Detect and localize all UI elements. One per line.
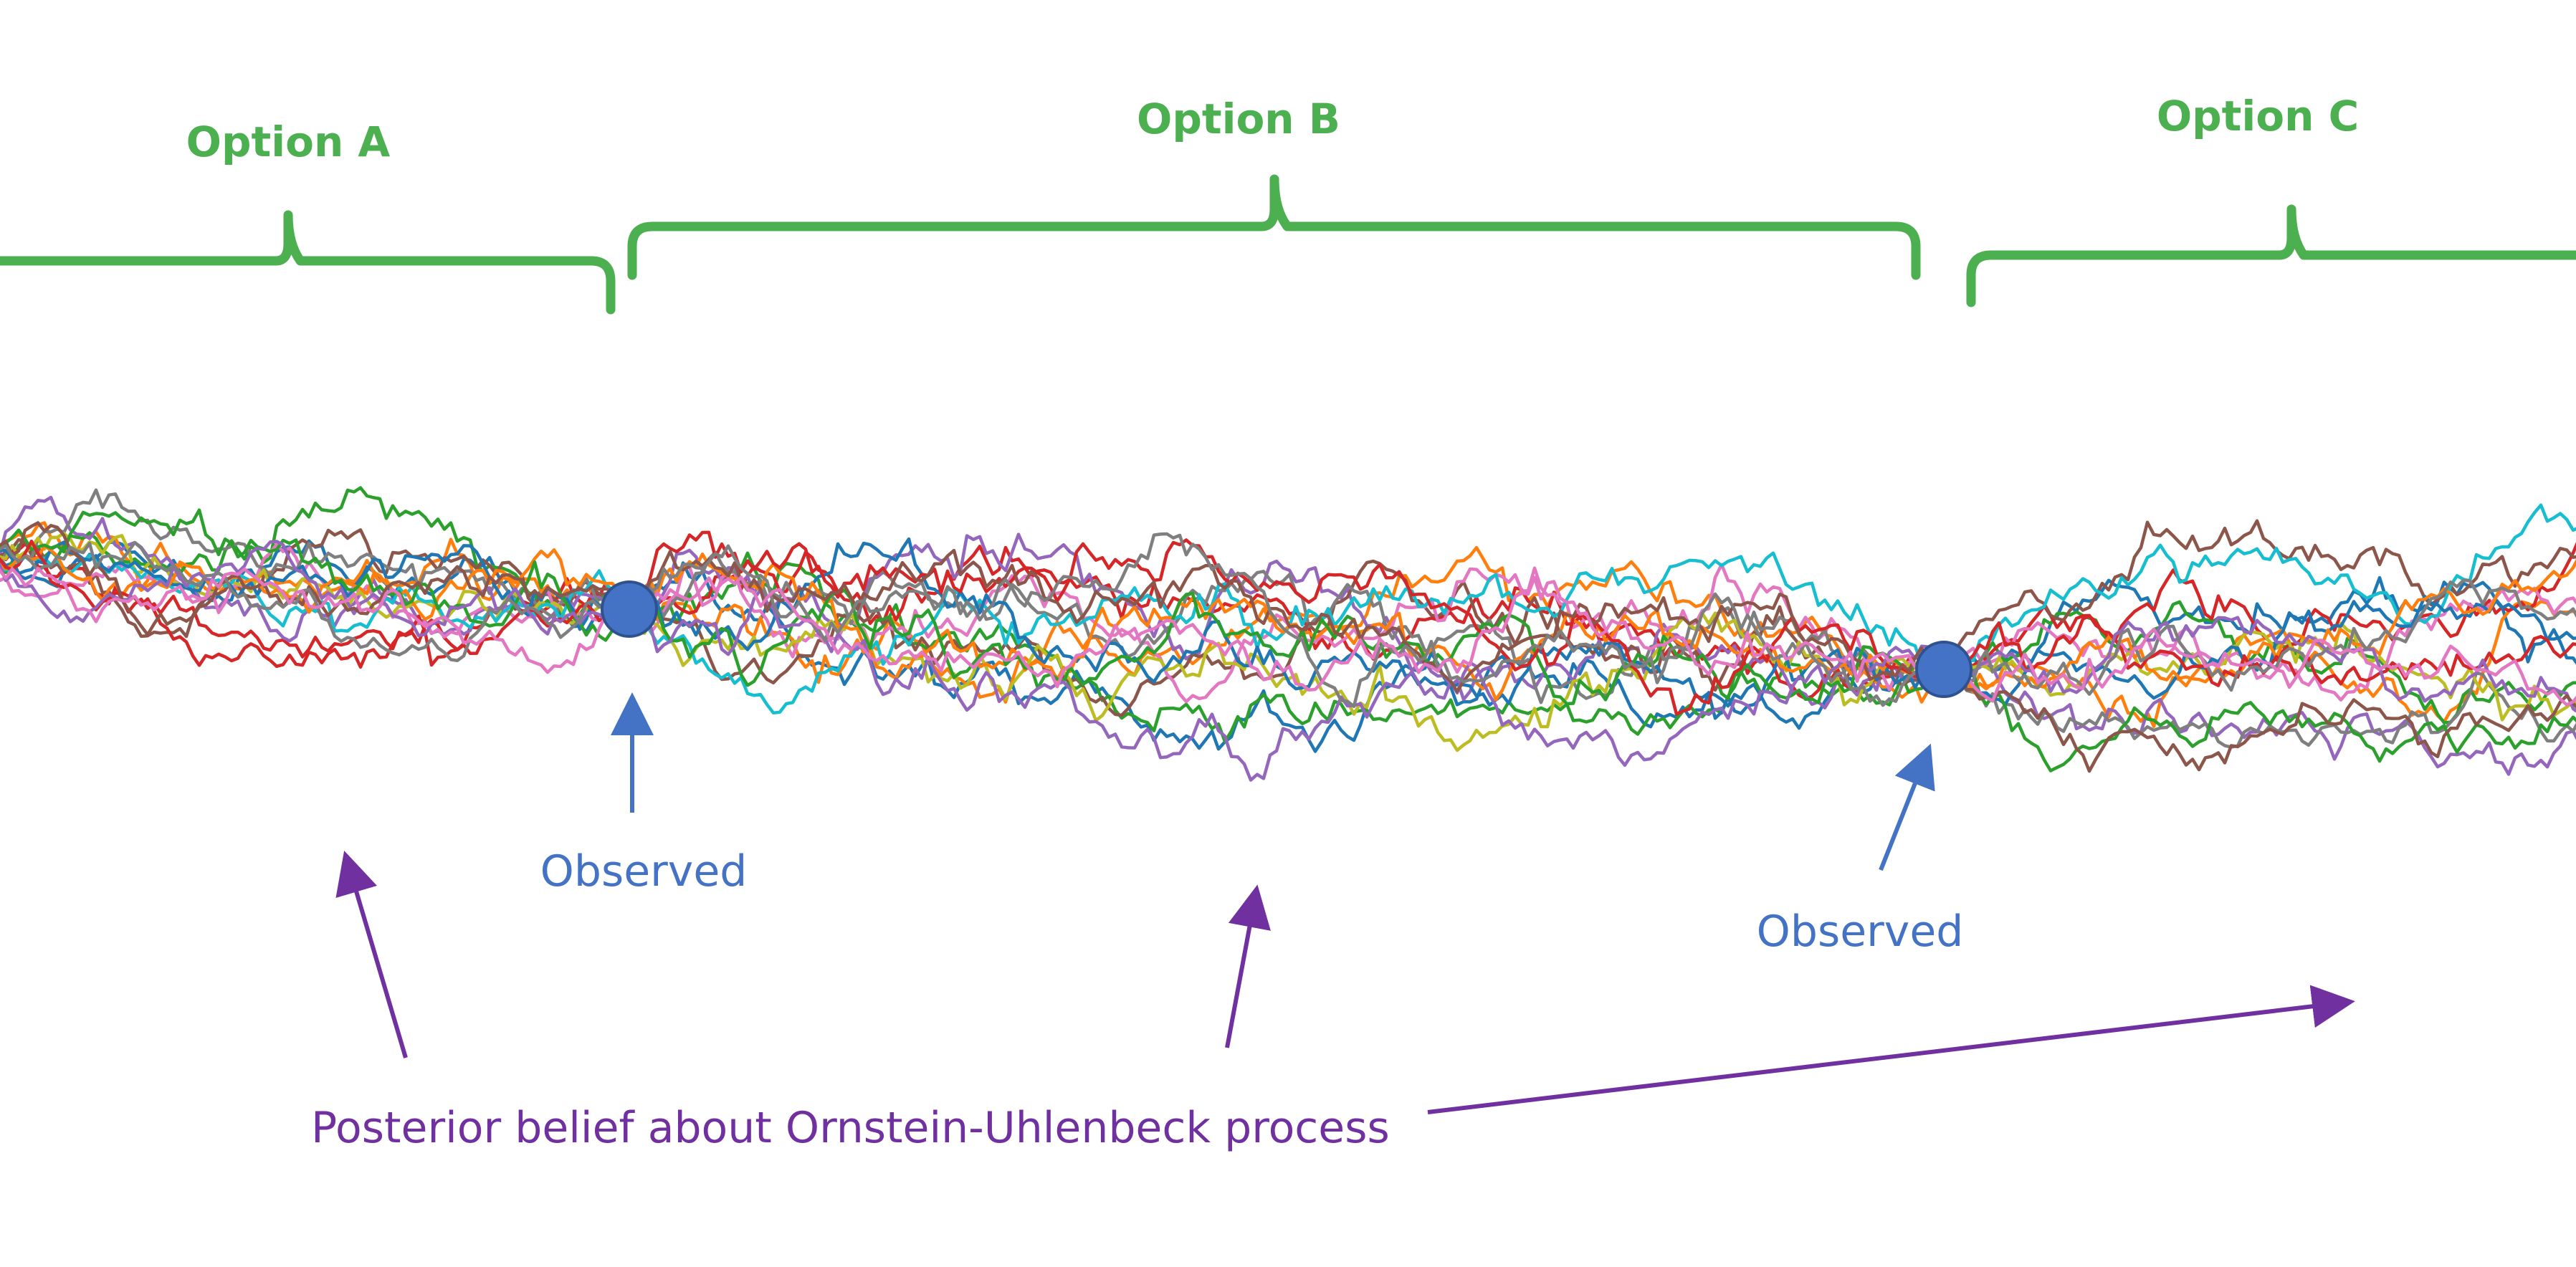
bracket-option-c [1966, 204, 2576, 307]
observed-point-1 [601, 580, 658, 638]
observed-label-2: Observed [1757, 907, 1964, 957]
posterior-arrow-b [1225, 884, 1271, 1048]
option-brackets [0, 174, 2576, 315]
sample-path [0, 530, 2576, 716]
observed-arrow-2 [1879, 743, 1935, 871]
sample-path [0, 488, 2576, 749]
sample-path [0, 521, 2576, 773]
option-c-label: Option C [2157, 92, 2359, 140]
sample-path [0, 566, 2576, 707]
posterior-caption: Posterior belief about Ornstein-Uhlenbec… [311, 1103, 1390, 1153]
sample-path [0, 537, 2576, 720]
option-b-label: Option B [1137, 95, 1340, 143]
observed-point-2 [1915, 641, 1972, 698]
sample-path [0, 532, 2576, 708]
bracket-option-a [0, 210, 616, 315]
posterior-arrow-c [1427, 985, 2355, 1114]
option-a-label: Option A [186, 118, 391, 166]
sample-path [0, 540, 2576, 782]
sample-path [0, 508, 2576, 773]
sample-paths [0, 486, 2576, 782]
bracket-option-b [627, 174, 1921, 280]
observed-label-1: Observed [540, 846, 748, 897]
sample-path [0, 486, 2576, 744]
posterior-arrow-a [335, 850, 408, 1058]
